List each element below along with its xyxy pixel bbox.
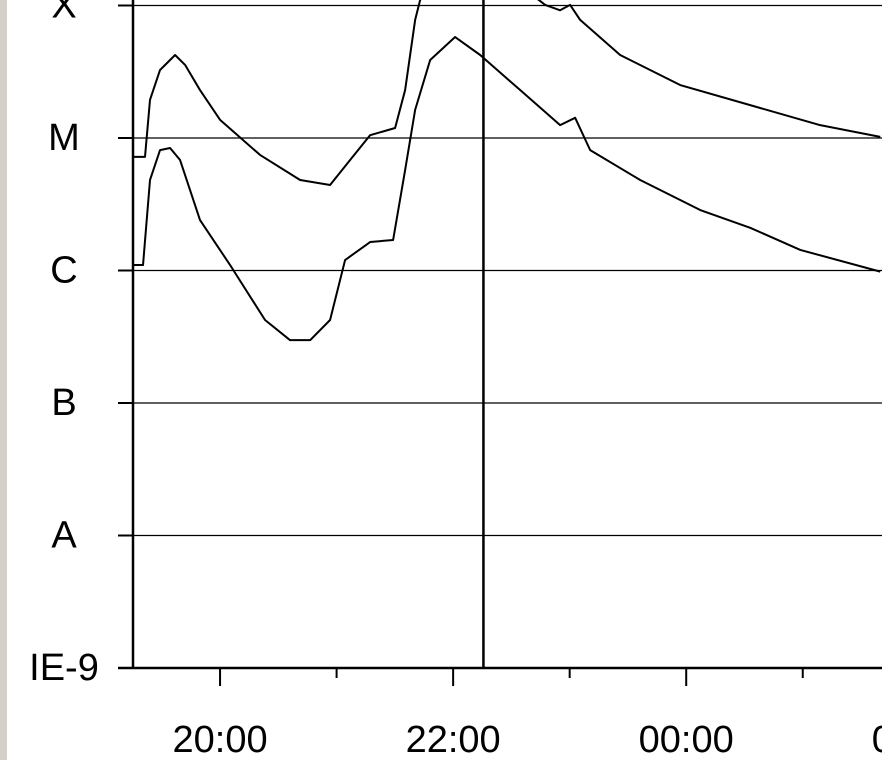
x-tick-label: 02:00 (872, 719, 882, 760)
y-tick-label: B (51, 382, 76, 424)
y-tick-label: IE-9 (29, 647, 99, 689)
series-line (133, 0, 881, 186)
y-tick-label: M (48, 117, 80, 159)
series-line (133, 36, 881, 342)
window-border (0, 0, 7, 760)
y-tick-label: A (51, 515, 77, 557)
x-tick-label: 20:00 (173, 719, 268, 760)
y-tick-label: C (50, 250, 77, 292)
series-layer (133, 0, 881, 342)
x-tick-label: 00:00 (639, 719, 734, 760)
y-tick-label: X (51, 0, 76, 27)
x-tick-label: 22:00 (406, 719, 501, 760)
axis-layer: IE-9 A B C M X 20:00 22:00 00:00 02:00 (29, 0, 882, 760)
